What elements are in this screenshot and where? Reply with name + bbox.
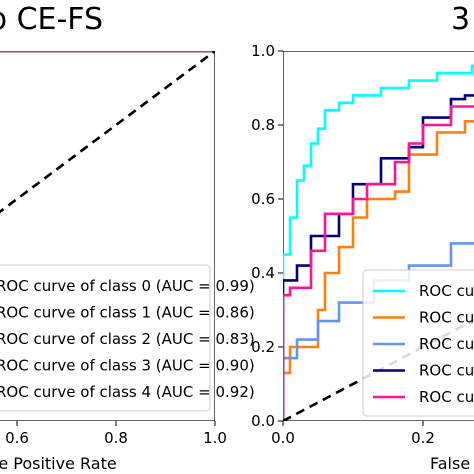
y-tick-label: 0.8 <box>251 116 275 134</box>
legend-box <box>0 264 211 412</box>
left-x-axis-label: False Positive Rate <box>0 454 117 473</box>
y-tick-label: 0.2 <box>251 338 275 356</box>
x-tick-label: 0.2 <box>411 429 435 447</box>
legend-label-class-0: ROC curve of class 0 (AUC = 0.99) <box>0 277 255 295</box>
y-tick-label: 0.6 <box>251 190 275 208</box>
x-tick-label: 0.6 <box>5 429 29 447</box>
legend-label-class-3: ROC curve of class 3 <box>419 362 474 380</box>
legend-label-class-2: ROC curve of class 2 (AUC = 0.83) <box>0 330 255 348</box>
chance-diagonal-line <box>0 51 215 214</box>
legend-label-class-0: ROC curve of class 0 <box>419 282 474 300</box>
roc-panel-left: b CE-FS 0.6 0.8 1.0 False Positive Rate RO… <box>0 2 255 473</box>
x-tick-label: 1.0 <box>203 429 227 447</box>
left-panel-title: b CE-FS <box>0 2 103 37</box>
legend-box <box>362 269 474 417</box>
x-tick-label: 0.8 <box>104 429 128 447</box>
legend-label-class-4: ROC curve of class 4 <box>419 388 474 406</box>
roc-series-line-class-1 <box>0 51 215 53</box>
y-tick-label: 1.0 <box>251 42 275 60</box>
roc-panel-right: 3 0.00.20.40.00.20.40.60.81.0 False Posi… <box>251 2 474 473</box>
legend-label-class-4: ROC curve of class 4 (AUC = 0.92) <box>0 383 255 401</box>
right-x-axis-label: False Positive Rate <box>430 454 474 473</box>
roc-series-line-class-2 <box>283 242 474 421</box>
right-panel-title: 3 <box>451 2 470 37</box>
roc-series-line-class-0 <box>283 64 474 421</box>
legend-label-class-1: ROC curve of class 1 <box>419 309 474 327</box>
roc-series-line-class-4 <box>0 51 215 53</box>
roc-series-line-class-4 <box>283 105 474 421</box>
roc-series-line-class-3 <box>0 51 215 53</box>
roc-series-line-class-2 <box>0 51 215 53</box>
legend-label-class-3: ROC curve of class 3 (AUC = 0.90) <box>0 357 255 375</box>
x-tick-label: 0.0 <box>271 429 295 447</box>
roc-series-line-class-1 <box>283 120 474 421</box>
legend-label-class-2: ROC curve of class 2 <box>419 335 474 353</box>
y-tick-label: 0.4 <box>251 264 275 282</box>
y-tick-label: 0.0 <box>251 412 275 430</box>
legend-label-class-1: ROC curve of class 1 (AUC = 0.86) <box>0 304 255 322</box>
